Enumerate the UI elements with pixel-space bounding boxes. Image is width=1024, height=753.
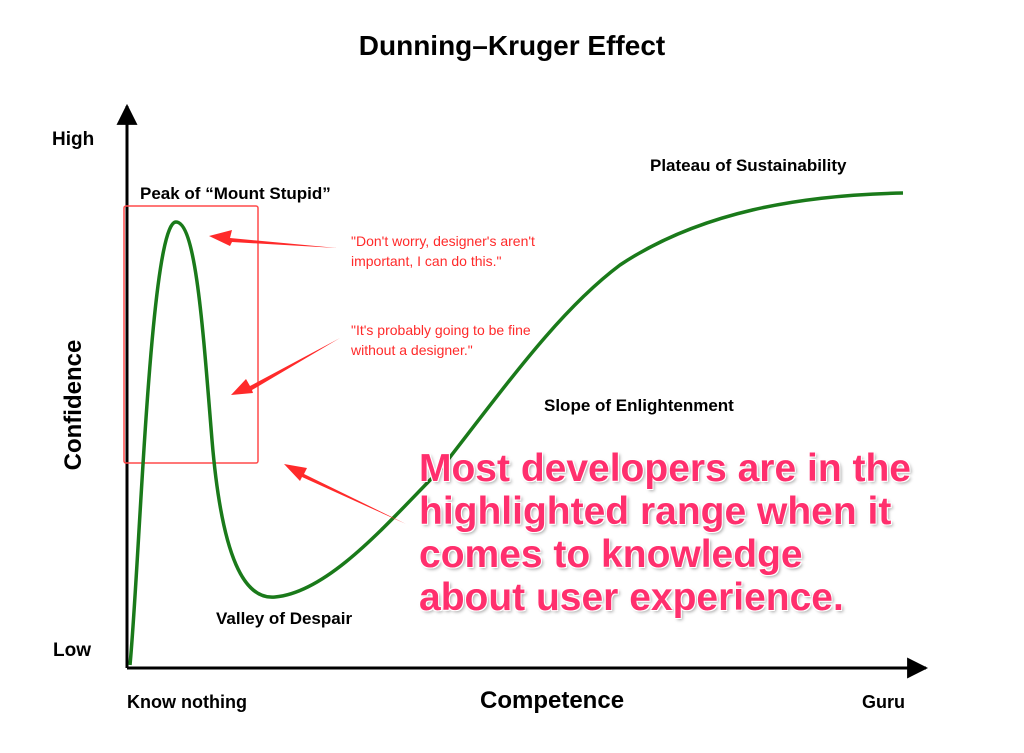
callout-text: Most developers are in the highlighted r… (419, 447, 911, 619)
arrow-icon (284, 464, 406, 524)
quote-second: "It's probably going to be fine without … (351, 322, 531, 358)
phase-plateau-label: Plateau of Sustainability (650, 156, 847, 175)
highlight-range-box (123, 205, 259, 464)
x-start-label: Know nothing (127, 692, 247, 712)
phase-valley-label: Valley of Despair (216, 609, 353, 628)
page-title: Dunning–Kruger Effect (358, 30, 666, 61)
quote-first: "Don't worry, designer's aren't importan… (351, 233, 535, 269)
y-low-label: Low (53, 640, 91, 661)
phase-peak-label: Peak of “Mount Stupid” (140, 184, 331, 203)
y-axis-title: Confidence (60, 339, 87, 471)
phase-slope-label: Slope of Enlightenment (544, 396, 734, 415)
confidence-curve (128, 191, 904, 666)
arrow-icon (209, 230, 337, 248)
x-end-label: Guru (862, 692, 905, 712)
y-high-label: High (52, 129, 95, 150)
x-axis-title: Competence (480, 687, 625, 714)
arrow-icon (231, 338, 340, 395)
